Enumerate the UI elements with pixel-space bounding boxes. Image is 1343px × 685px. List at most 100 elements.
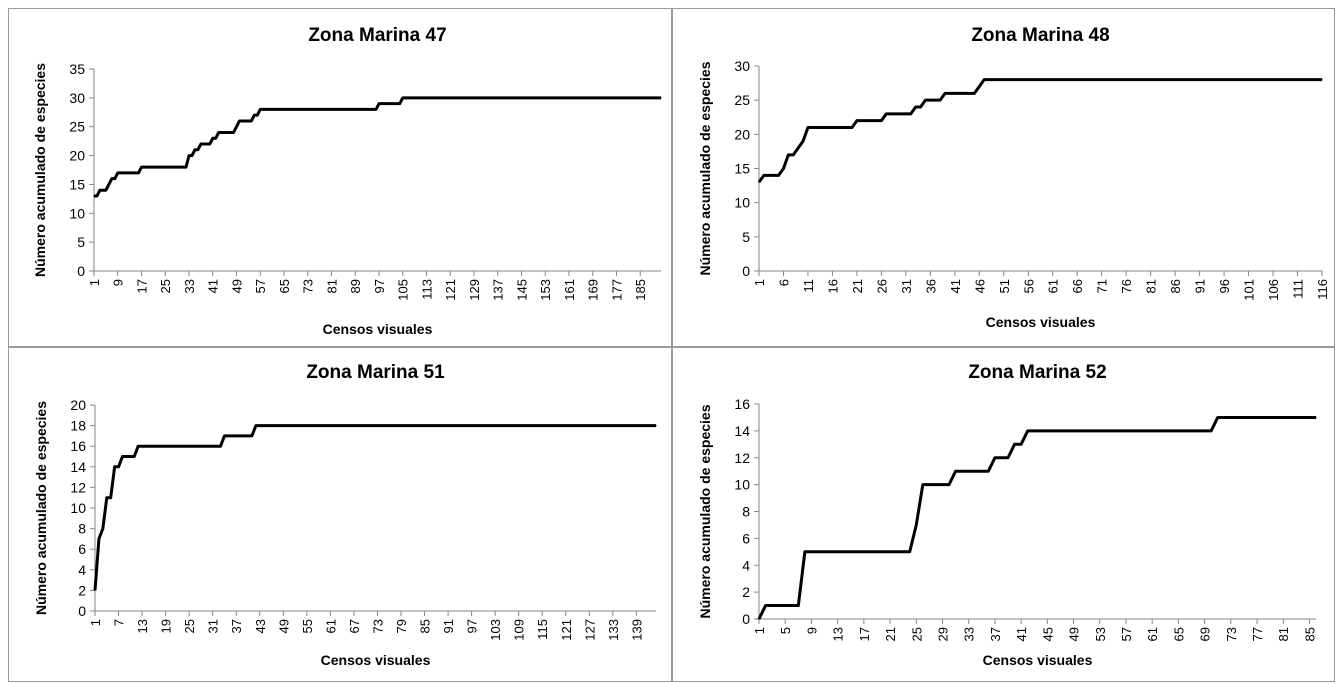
data-point (631, 425, 634, 427)
data-point (1262, 79, 1264, 81)
data-point (176, 445, 178, 447)
x-tick-label: 33 (182, 279, 197, 293)
data-point (423, 425, 426, 427)
data-point (1269, 416, 1271, 419)
data-point (318, 425, 320, 427)
data-point (306, 425, 308, 427)
data-point (562, 97, 564, 99)
data-point (624, 425, 626, 427)
data-point (639, 97, 641, 99)
data-point (518, 425, 520, 427)
data-point (486, 425, 488, 427)
data-point (549, 425, 551, 427)
data-point (1017, 79, 1020, 81)
data-point (964, 92, 966, 94)
data-point (243, 435, 245, 437)
data-point (1159, 79, 1162, 81)
data-point (1012, 79, 1015, 81)
data-point (1230, 416, 1232, 419)
data-point (218, 131, 220, 134)
y-tick-label: 30 (69, 90, 85, 106)
data-point (420, 425, 422, 427)
data-point (200, 445, 202, 447)
x-tick-label: 65 (1171, 627, 1186, 641)
data-point (902, 551, 904, 553)
data-point (336, 108, 339, 110)
data-point (792, 154, 794, 156)
x-tick-label: 49 (1067, 627, 1082, 641)
data-point (616, 425, 618, 427)
x-tick-label: 37 (988, 627, 1003, 641)
data-point (231, 435, 233, 437)
data-point (282, 425, 284, 427)
data-point (1013, 443, 1016, 445)
y-tick-label: 5 (77, 234, 85, 250)
data-point (431, 97, 434, 99)
data-point (375, 108, 377, 110)
data-point (522, 425, 524, 427)
data-point (405, 97, 407, 99)
data-point (387, 103, 389, 105)
x-tick-label: 97 (372, 279, 387, 293)
data-point (98, 538, 100, 540)
data-point (467, 425, 469, 427)
data-point (506, 425, 508, 427)
data-point (431, 425, 433, 427)
series-line (757, 78, 1322, 184)
data-point (167, 166, 169, 168)
data-point (1061, 79, 1064, 81)
data-point (837, 551, 839, 553)
data-point (968, 92, 971, 94)
x-tick-label: 86 (1168, 279, 1183, 293)
x-tick-label: 77 (1250, 627, 1265, 641)
data-point (247, 120, 249, 122)
series-line (94, 96, 661, 198)
data-point (408, 97, 410, 99)
x-tick-label: 41 (1014, 627, 1029, 641)
data-point (120, 172, 122, 174)
data-point (170, 166, 172, 168)
data-point (900, 113, 902, 115)
data-point (451, 425, 453, 427)
data-point (922, 484, 924, 486)
data-point (117, 172, 119, 174)
data-point (314, 425, 316, 427)
data-point (533, 425, 535, 427)
data-point (895, 113, 897, 115)
data-point (1032, 79, 1034, 81)
x-tick-label: 49 (229, 279, 244, 293)
data-point (880, 120, 882, 122)
y-tick-label: 4 (78, 562, 86, 578)
y-tick-label: 14 (70, 459, 86, 475)
data-point (831, 126, 834, 129)
data-point (596, 425, 598, 427)
data-point (307, 108, 309, 110)
data-point (1003, 79, 1005, 81)
data-point (506, 97, 508, 99)
data-point (129, 455, 131, 458)
x-tick-label: 61 (1145, 627, 1160, 641)
data-point (807, 126, 809, 129)
data-point (651, 425, 653, 427)
data-point (571, 97, 573, 99)
chart-title: Zona Marina 48 (971, 25, 1109, 46)
data-point (1208, 79, 1210, 81)
data-point (180, 445, 182, 447)
data-point (514, 97, 517, 99)
x-tick-label: 65 (277, 279, 292, 293)
data-point (1151, 430, 1153, 432)
y-tick-label: 0 (742, 263, 750, 279)
data-point (399, 103, 401, 105)
data-point (172, 445, 175, 447)
data-point (345, 425, 347, 427)
data-point (1302, 416, 1304, 419)
y-tick-label: 15 (734, 161, 750, 177)
x-tick-label: 81 (1276, 627, 1291, 641)
data-point (416, 425, 418, 427)
data-point (636, 97, 638, 99)
data-point (580, 97, 582, 99)
data-point (863, 551, 865, 553)
data-point (121, 455, 124, 458)
x-tick-label: 71 (1095, 279, 1110, 293)
data-point (212, 445, 214, 447)
